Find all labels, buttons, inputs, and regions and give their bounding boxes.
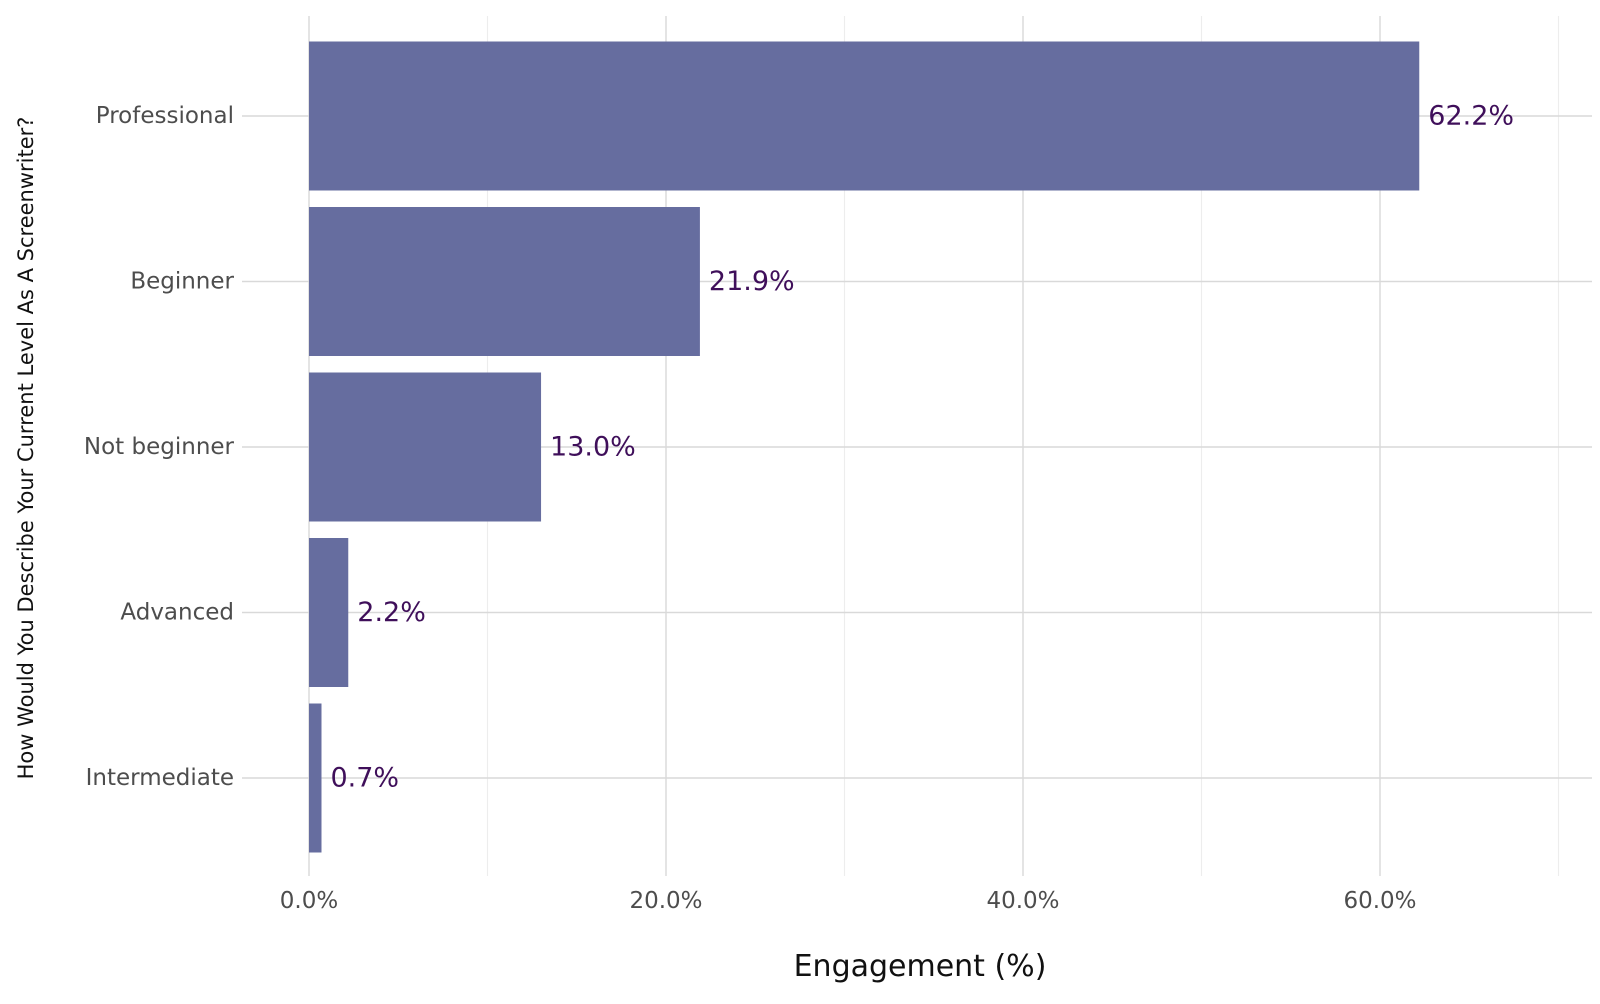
bar-value-label: 0.7% <box>330 763 399 794</box>
bar-value-label: 62.2% <box>1428 101 1514 132</box>
y-tick-label: Professional <box>96 103 234 129</box>
x-tick-label: 0.0% <box>280 888 338 914</box>
bar <box>309 538 349 687</box>
bar-value-label: 21.9% <box>709 266 795 297</box>
y-tick-label: Beginner <box>130 269 234 295</box>
y-tick-label: Not beginner <box>84 434 235 460</box>
bar-value-label: 13.0% <box>550 432 636 463</box>
bar <box>309 207 700 356</box>
bar-value-label: 2.2% <box>357 597 426 628</box>
bar <box>309 41 1420 191</box>
bar-value-labels: 62.2% 21.9% 13.0% 2.2% 0.7% <box>330 101 1514 794</box>
x-tick-label: 20.0% <box>629 888 702 914</box>
bars <box>309 41 1420 853</box>
bar <box>309 703 322 853</box>
y-axis-title: How Would You Describe Your Current Leve… <box>14 117 38 780</box>
y-tick-label: Advanced <box>120 600 234 626</box>
x-tick-label: 60.0% <box>1343 888 1416 914</box>
bar <box>309 372 542 522</box>
y-tick-label: Intermediate <box>86 765 234 791</box>
x-axis-ticks: 0.0% 20.0% 40.0% 60.0% <box>280 888 1417 914</box>
x-tick-label: 40.0% <box>986 888 1059 914</box>
x-axis-title: Engagement (%) <box>794 949 1047 984</box>
y-axis-ticks: Professional Beginner Not beginner Advanced… <box>84 103 235 791</box>
